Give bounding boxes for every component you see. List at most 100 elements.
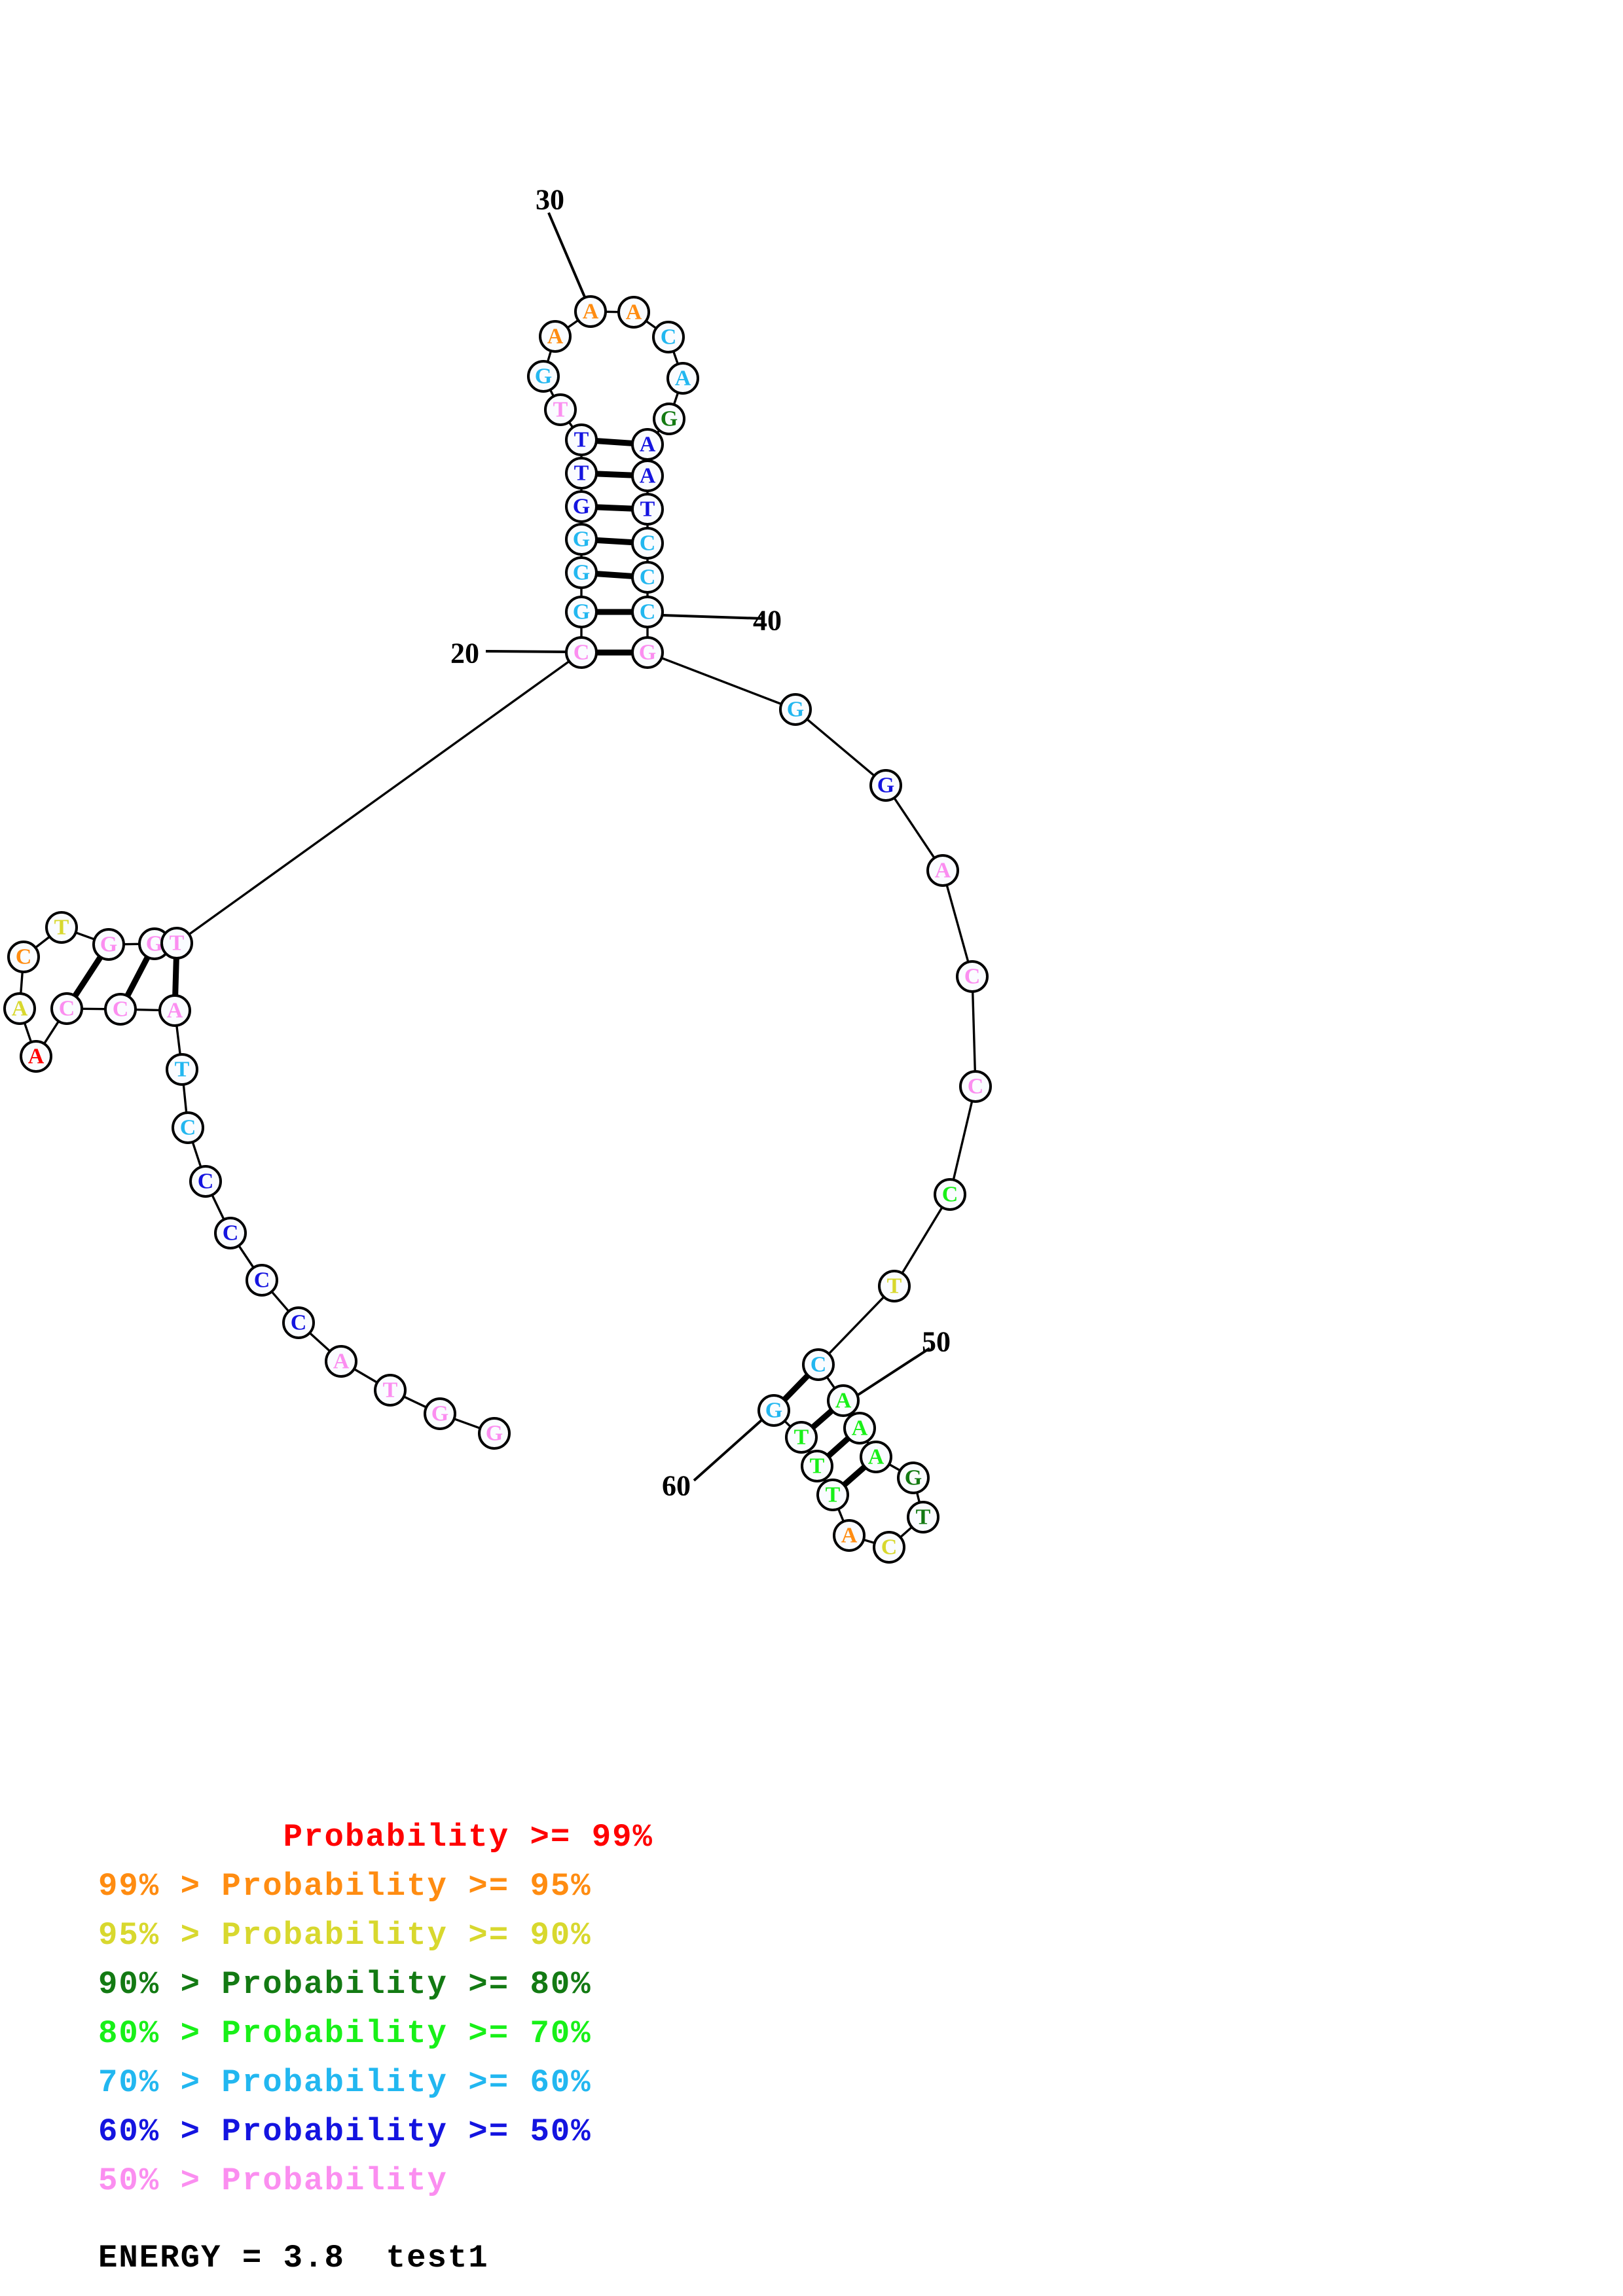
nucleotide-circle bbox=[3, 992, 36, 1025]
nucleotide-node[interactable]: C bbox=[631, 596, 664, 628]
nucleotide-node[interactable]: G bbox=[779, 693, 812, 726]
nucleotide-node[interactable]: A bbox=[325, 1345, 357, 1378]
nucleotide-node[interactable]: G bbox=[478, 1417, 511, 1450]
position-leader-line bbox=[547, 212, 591, 308]
nucleotide-node[interactable]: A bbox=[617, 296, 650, 329]
nucleotide-circle bbox=[92, 928, 125, 961]
nucleotide-base-letter: A bbox=[868, 1445, 884, 1469]
nucleotide-node[interactable]: G bbox=[631, 636, 664, 669]
nucleotide-node[interactable]: C bbox=[652, 321, 685, 353]
nucleotide-node[interactable]: G bbox=[565, 523, 598, 556]
nucleotide-node[interactable]: T bbox=[565, 423, 598, 456]
backbone-bond bbox=[211, 1194, 225, 1221]
nucleotide-circle bbox=[565, 490, 598, 523]
nucleotide-node[interactable]: C bbox=[959, 1070, 992, 1103]
nucleotide-node[interactable]: A bbox=[631, 428, 664, 461]
nucleotide-node[interactable]: A bbox=[158, 994, 191, 1027]
nucleotide-circle bbox=[478, 1417, 511, 1450]
nucleotide-node[interactable]: C bbox=[631, 561, 664, 594]
nucleotide-base-letter: G bbox=[905, 1466, 922, 1490]
nucleotide-base-letter: A bbox=[640, 433, 656, 457]
nucleotide-node[interactable]: T bbox=[631, 493, 664, 526]
nucleotide-base-letter: C bbox=[640, 531, 656, 556]
backbone-bond bbox=[784, 1420, 792, 1428]
nucleotide-node[interactable]: A bbox=[539, 320, 572, 353]
nucleotide-circle bbox=[246, 1264, 278, 1297]
nucleotide-node[interactable]: C bbox=[172, 1111, 204, 1144]
nucleotide-node[interactable]: G bbox=[527, 360, 560, 393]
nucleotide-node[interactable]: C bbox=[7, 941, 40, 973]
nucleotide-node[interactable]: G bbox=[897, 1462, 930, 1494]
backbone-bond bbox=[353, 1368, 378, 1384]
nucleotide-node[interactable]: T bbox=[801, 1450, 833, 1482]
nucleotide-node[interactable]: T bbox=[565, 457, 598, 490]
base-pair-bond bbox=[596, 537, 633, 546]
nucleotide-circle bbox=[869, 769, 902, 802]
backbone-bond bbox=[863, 1538, 875, 1545]
nucleotide-node[interactable]: C bbox=[246, 1264, 278, 1297]
nucleotide-circle bbox=[282, 1306, 315, 1339]
nucleotide-node[interactable]: A bbox=[860, 1441, 892, 1473]
nucleotide-node[interactable]: G bbox=[757, 1394, 790, 1427]
nucleotide-node[interactable]: T bbox=[544, 393, 577, 426]
nucleotide-node[interactable]: T bbox=[166, 1053, 198, 1086]
backbone-bond bbox=[672, 351, 680, 365]
backbone-bond bbox=[182, 1084, 188, 1113]
nucleotide-node[interactable]: C bbox=[873, 1531, 905, 1564]
backbone-bond bbox=[901, 1206, 943, 1274]
nucleotide-node[interactable]: A bbox=[926, 854, 959, 887]
nucleotide-base-letter: T bbox=[175, 1058, 190, 1082]
nucleotide-node[interactable]: G bbox=[92, 928, 125, 961]
base-pair-bond bbox=[596, 571, 633, 579]
nucleotide-node[interactable]: G bbox=[565, 556, 598, 589]
nucleotide-node[interactable]: G bbox=[424, 1397, 456, 1430]
nucleotide-node[interactable]: G bbox=[653, 403, 685, 435]
nucleotide-node[interactable]: C bbox=[631, 527, 664, 560]
nucleotide-node[interactable]: G bbox=[565, 490, 598, 523]
nucleotide-node[interactable]: T bbox=[45, 911, 78, 944]
nucleotide-node[interactable]: C bbox=[189, 1165, 222, 1198]
base-pair-bond bbox=[842, 1464, 867, 1488]
legend-row-2: 95% > Probability >= 90% bbox=[98, 1917, 592, 1954]
nucleotide-node[interactable]: A bbox=[827, 1384, 860, 1417]
nucleotide-base-letter: A bbox=[935, 859, 951, 883]
nucleotide-base-letter: T bbox=[794, 1426, 809, 1450]
nucleotide-node[interactable]: A bbox=[20, 1040, 52, 1073]
nucleotide-node[interactable]: G bbox=[869, 769, 902, 802]
nucleotide-node[interactable]: C bbox=[104, 993, 137, 1026]
nucleotide-circle bbox=[802, 1348, 835, 1381]
position-leader-line bbox=[693, 1414, 769, 1482]
nucleotide-circle bbox=[527, 360, 560, 393]
base-pair-bond bbox=[596, 471, 633, 478]
nucleotide-node[interactable]: C bbox=[214, 1217, 247, 1249]
nucleotide-node[interactable]: A bbox=[843, 1412, 876, 1444]
nucleotide-node[interactable]: A bbox=[631, 459, 664, 492]
nucleotide-node[interactable]: A bbox=[3, 992, 36, 1025]
nucleotide-node[interactable]: A bbox=[666, 362, 699, 395]
nucleotide-circle bbox=[653, 403, 685, 435]
nucleotide-node[interactable]: T bbox=[160, 927, 193, 960]
nucleotide-node[interactable]: T bbox=[785, 1421, 818, 1454]
nucleotide-node[interactable]: C bbox=[565, 636, 598, 669]
nucleotide-circle bbox=[172, 1111, 204, 1144]
nucleotide-node[interactable]: C bbox=[50, 992, 83, 1025]
nucleotide-base-letter: T bbox=[826, 1483, 841, 1507]
nucleotide-node[interactable]: T bbox=[816, 1479, 849, 1511]
nucleotide-node[interactable]: C bbox=[956, 960, 989, 993]
nucleotide-node[interactable]: A bbox=[574, 295, 607, 328]
nucleotide-node[interactable]: T bbox=[878, 1270, 911, 1302]
backbone-bond bbox=[971, 991, 977, 1072]
nucleotide-node[interactable]: C bbox=[802, 1348, 835, 1381]
nucleotide-node[interactable]: T bbox=[907, 1501, 939, 1534]
nucleotide-circle bbox=[166, 1053, 198, 1086]
nucleotide-node[interactable]: T bbox=[374, 1374, 407, 1407]
legend-row-4: 80% > Probability >= 70% bbox=[98, 2015, 592, 2052]
nucleotide-base-letter: G bbox=[100, 933, 117, 957]
nucleotide-node[interactable]: C bbox=[934, 1178, 966, 1211]
nucleotide-node[interactable]: C bbox=[282, 1306, 315, 1339]
nucleotide-circle bbox=[959, 1070, 992, 1103]
nucleotide-base-letter: A bbox=[333, 1350, 350, 1374]
nucleotide-node[interactable]: G bbox=[565, 596, 598, 628]
nucleotide-node[interactable]: A bbox=[833, 1519, 866, 1552]
nucleotide-circle bbox=[158, 994, 191, 1027]
